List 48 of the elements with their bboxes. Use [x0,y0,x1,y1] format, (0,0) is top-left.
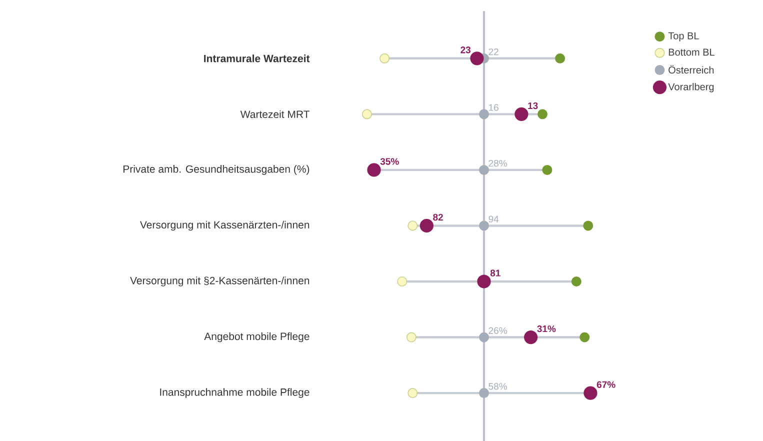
point [362,109,372,120]
point [524,330,538,344]
point [470,52,484,66]
point [580,332,590,342]
point [583,220,594,231]
point [408,220,418,231]
legend-label: Top BL [668,32,699,42]
y-tick-label: Private amb. Gesundheitsausgaben (%) [123,165,310,175]
annotation: 35% [380,158,399,165]
annotation: 67% [596,381,616,388]
point [584,386,598,400]
point [479,220,489,231]
annotation: 58% [488,383,507,390]
point [538,109,548,120]
point [514,107,528,121]
annotation: 26% [488,327,507,334]
annotation: 28% [488,160,507,167]
legend-label: Vorarlberg [668,82,714,92]
annotation: 23 [460,46,471,54]
point [477,274,491,288]
point [408,388,418,398]
point [380,53,390,64]
annotation: 16 [489,104,498,111]
point [367,163,381,177]
point [397,276,408,286]
annotation: 31% [537,325,556,332]
y-tick-label: Angebot mobile Pflege [204,332,310,342]
annotation: 82 [433,214,443,221]
annotation: 81 [490,270,500,276]
legend-label: Österreich [668,65,714,74]
annotation: 22 [488,48,498,56]
annotation: 94 [488,216,499,222]
y-tick-label: Versorgung mit Kassenärzten-/innen [140,220,310,231]
annotation: 13 [528,102,538,110]
y-tick-label: Versorgung mit §2-Kassenärten-/innen [130,276,310,286]
y-tick-label: Intramurale Wartezeit [204,54,310,62]
y-tick-label: Inanspruchnahme mobile Pflege [160,388,310,398]
point [479,388,489,398]
point [542,164,552,175]
point [479,109,489,120]
point [555,53,566,64]
point [479,332,489,342]
point [479,164,489,175]
y-tick-label: Wartezeit MRT [240,110,310,118]
point [406,332,416,342]
point [571,276,582,286]
legend-label: Bottom BL [668,48,714,56]
point [420,218,434,233]
